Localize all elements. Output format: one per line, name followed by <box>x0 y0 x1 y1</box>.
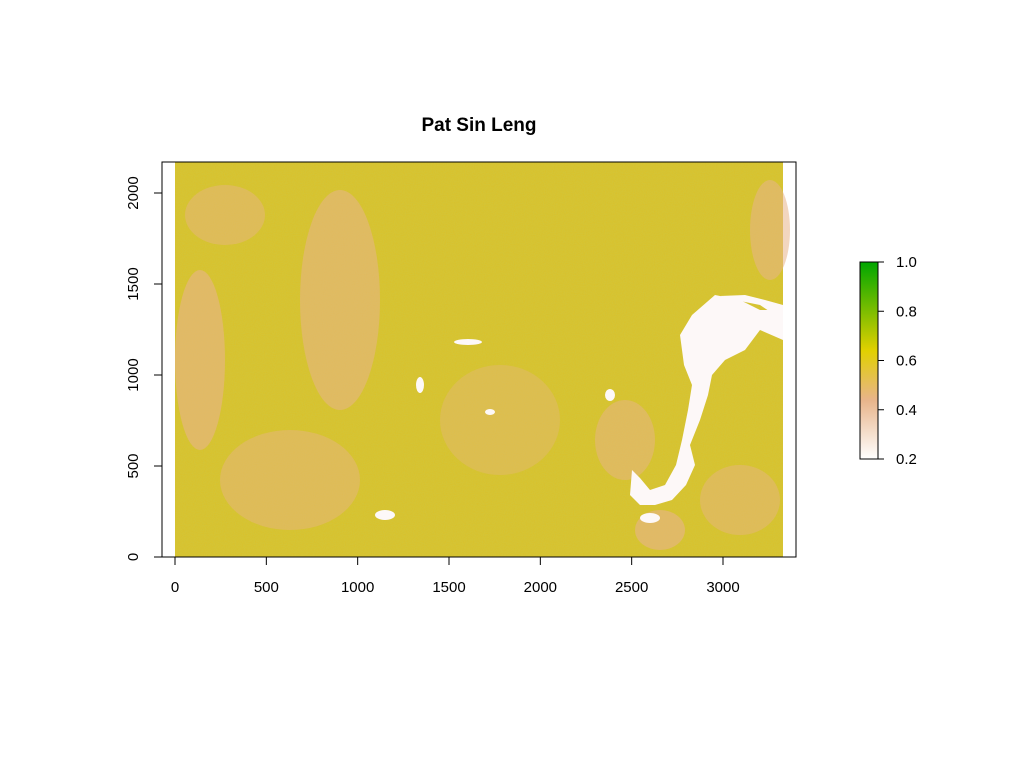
pond-1 <box>640 513 660 523</box>
x-axis: 0 500 1000 1500 2000 2500 3000 <box>171 557 740 596</box>
pond-3 <box>605 389 615 401</box>
pond-2 <box>375 510 395 520</box>
x-tick-label: 2500 <box>615 579 648 596</box>
y-axis: 0 500 1000 1500 2000 <box>125 176 162 561</box>
legend-tick-label: 0.2 <box>896 451 917 468</box>
patch-south <box>220 430 360 530</box>
color-legend: 0.2 0.4 0.6 0.8 1.0 <box>860 254 917 468</box>
legend-tick-label: 0.8 <box>896 303 917 320</box>
pond-4 <box>454 339 482 345</box>
x-tick-label: 1000 <box>341 579 374 596</box>
y-tick-label: 0 <box>125 553 142 561</box>
legend-tick-label: 1.0 <box>896 254 917 271</box>
x-tick-label: 1500 <box>432 579 465 596</box>
y-tick-label: 1000 <box>125 358 142 391</box>
patch-northwest <box>185 185 265 245</box>
patch-east <box>750 180 790 280</box>
y-tick-label: 1500 <box>125 267 142 300</box>
legend-tick-label: 0.6 <box>896 353 917 370</box>
x-tick-label: 2000 <box>524 579 557 596</box>
chart-title: Pat Sin Leng <box>421 115 536 136</box>
pond-6 <box>485 409 495 415</box>
y-tick-label: 2000 <box>125 176 142 209</box>
pond-5 <box>416 377 424 393</box>
patch-center <box>440 365 560 475</box>
legend-tick-label: 0.4 <box>896 402 917 419</box>
patch-west <box>175 270 225 450</box>
legend-colorbar <box>860 262 878 459</box>
x-tick-label: 500 <box>254 579 279 596</box>
x-tick-label: 3000 <box>706 579 739 596</box>
raster-area <box>175 162 790 557</box>
y-tick-label: 500 <box>125 453 142 478</box>
patch-southeast <box>700 465 780 535</box>
patch-north <box>300 190 380 410</box>
legend-ticks: 0.2 0.4 0.6 0.8 1.0 <box>878 254 917 468</box>
x-tick-label: 0 <box>171 579 179 596</box>
patch-lake-shore <box>595 400 655 480</box>
